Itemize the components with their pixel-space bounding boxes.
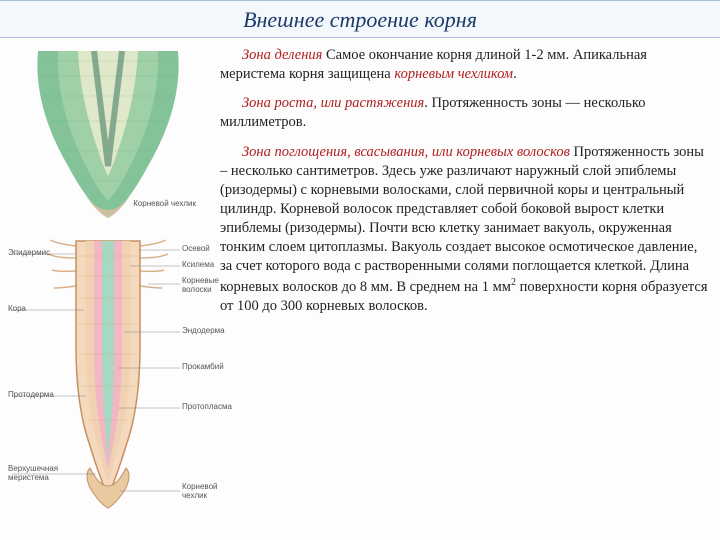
lbl-r7: Корневой чехлик bbox=[182, 482, 212, 500]
label-root-cap-top: Корневой чехлик bbox=[133, 199, 196, 208]
figure-root-tip: Корневой чехлик bbox=[18, 46, 198, 226]
lbl-r1: Осевой bbox=[182, 244, 210, 253]
t-absorption-1: Протяженность зоны – несколько сантиметр… bbox=[220, 144, 704, 296]
figures-column: Корневой чехлик bbox=[8, 46, 208, 516]
lbl-l4: Верхушечная меристема bbox=[8, 464, 62, 482]
page-title: Внешнее строение корня bbox=[0, 0, 720, 38]
lbl-r4: Эндодерма bbox=[182, 326, 225, 335]
lbl-r6: Протопласма bbox=[182, 402, 232, 411]
title-text: Внешнее строение корня bbox=[243, 7, 477, 32]
em-division: Зона деления bbox=[242, 47, 322, 63]
em-cap: корневым чехликом bbox=[394, 66, 513, 82]
lbl-r3: Корневые волоски bbox=[182, 276, 212, 294]
lbl-l2: Кора bbox=[8, 304, 26, 313]
lbl-l1: Эпидермис bbox=[8, 248, 50, 257]
figure-root-section: Эпидермис Кора Протодерма Верхушечная ме… bbox=[8, 236, 208, 516]
text-column: Зона деления Самое окончание корня длино… bbox=[208, 46, 708, 516]
em-growth: Зона роста, или растяжения bbox=[242, 95, 424, 111]
lbl-r2: Ксилема bbox=[182, 260, 214, 269]
lbl-r5: Прокамбий bbox=[182, 362, 224, 371]
t-division-2: . bbox=[513, 66, 517, 82]
content-area: Корневой чехлик bbox=[0, 38, 720, 524]
paragraph-growth: Зона роста, или растяжения. Протяженност… bbox=[220, 94, 708, 132]
paragraph-absorption: Зона поглощения, всасывания, или корневы… bbox=[220, 143, 708, 317]
paragraph-division: Зона деления Самое окончание корня длино… bbox=[220, 46, 708, 84]
em-absorption: Зона поглощения, всасывания, или корневы… bbox=[242, 144, 570, 160]
lbl-l3: Протодерма bbox=[8, 390, 54, 399]
